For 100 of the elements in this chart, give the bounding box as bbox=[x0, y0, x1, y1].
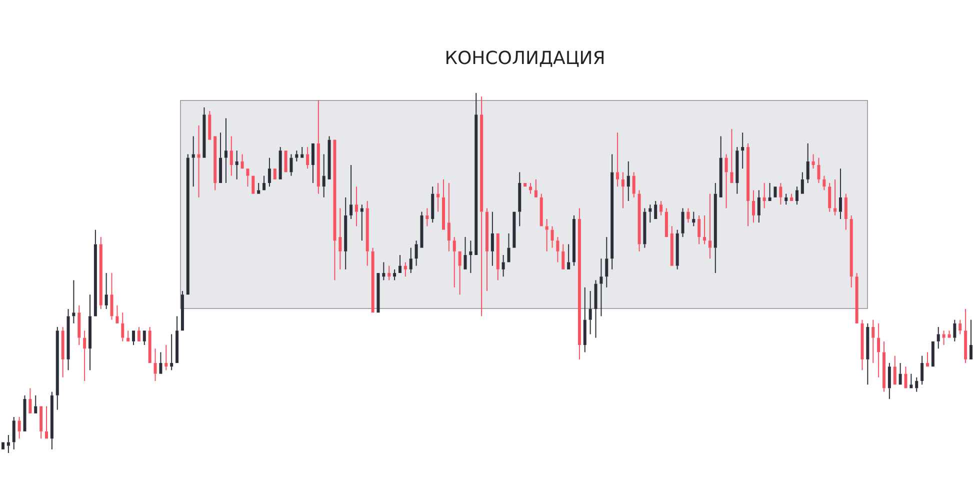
candlestick bbox=[192, 136, 195, 188]
candlestick bbox=[638, 190, 641, 252]
candlestick bbox=[616, 132, 620, 188]
candlestick bbox=[414, 240, 418, 266]
candlestick bbox=[344, 196, 348, 270]
candlestick bbox=[822, 175, 826, 191]
candlestick bbox=[409, 247, 412, 274]
candlestick bbox=[578, 208, 581, 360]
candlestick bbox=[502, 254, 505, 278]
candlestick bbox=[958, 319, 962, 335]
candlestick bbox=[915, 376, 918, 392]
candlestick bbox=[170, 334, 174, 371]
candlestick bbox=[18, 416, 21, 440]
candlestick bbox=[164, 344, 168, 371]
candlestick bbox=[316, 100, 320, 194]
candlestick bbox=[295, 150, 298, 162]
candlestick bbox=[621, 172, 624, 209]
candlestick bbox=[698, 214, 701, 245]
candlestick bbox=[686, 208, 690, 224]
candlestick bbox=[888, 362, 891, 400]
candlestick bbox=[490, 211, 494, 266]
candlestick bbox=[545, 218, 548, 252]
candlestick bbox=[872, 319, 875, 364]
candlestick bbox=[338, 208, 342, 270]
candlestick bbox=[556, 236, 560, 263]
candlestick bbox=[844, 193, 848, 230]
candlestick bbox=[648, 204, 652, 224]
candlestick bbox=[404, 262, 407, 278]
candlestick bbox=[714, 182, 717, 274]
candlestick bbox=[953, 319, 956, 342]
candlestick bbox=[322, 154, 326, 198]
candlestick bbox=[882, 340, 886, 392]
candlestick bbox=[757, 190, 760, 224]
candlestick bbox=[110, 272, 114, 320]
candlestick bbox=[388, 265, 391, 281]
candlestick bbox=[610, 154, 614, 270]
candlestick bbox=[920, 355, 924, 386]
candlestick bbox=[588, 290, 592, 335]
text: КОНСОЛИДАЦИЯ bbox=[444, 48, 606, 69]
candlestick bbox=[784, 193, 788, 206]
candlestick bbox=[6, 434, 10, 454]
candlestick bbox=[290, 154, 293, 176]
candlestick bbox=[779, 182, 782, 206]
candlestick bbox=[942, 330, 946, 346]
candlestick bbox=[197, 124, 200, 198]
candlestick bbox=[382, 262, 386, 281]
candlestick bbox=[360, 204, 364, 242]
candlestick bbox=[350, 164, 353, 220]
candlestick bbox=[806, 142, 810, 184]
candlestick bbox=[752, 190, 755, 224]
candlestick bbox=[681, 208, 684, 238]
candlestick bbox=[817, 157, 820, 184]
candlestick bbox=[104, 272, 108, 310]
candlestick bbox=[230, 136, 233, 176]
candlestick bbox=[708, 193, 712, 260]
candlestick bbox=[850, 214, 853, 288]
candlestick bbox=[676, 229, 679, 270]
candlestick bbox=[486, 208, 488, 292]
candlestick bbox=[572, 214, 576, 266]
candlestick bbox=[50, 391, 54, 450]
candlestick bbox=[83, 330, 86, 382]
candlestick bbox=[529, 182, 532, 194]
candlestick bbox=[354, 186, 358, 227]
candlestick bbox=[480, 96, 484, 317]
candlestick bbox=[121, 312, 124, 342]
candlestick bbox=[964, 308, 968, 364]
candlestick bbox=[660, 200, 663, 216]
candlestick bbox=[834, 178, 837, 216]
candlestick bbox=[583, 286, 586, 353]
candlestick bbox=[795, 186, 798, 206]
candlestick bbox=[812, 154, 815, 170]
candlestick bbox=[828, 182, 832, 212]
candlestick bbox=[61, 326, 64, 378]
candlestick bbox=[426, 208, 429, 227]
candlestick bbox=[594, 280, 598, 338]
candlestick bbox=[72, 280, 76, 324]
candlestick bbox=[56, 326, 59, 410]
candlestick bbox=[431, 186, 434, 224]
candlestick bbox=[306, 146, 310, 170]
candlestick bbox=[762, 182, 766, 209]
candlestick bbox=[736, 146, 739, 194]
candlestick bbox=[866, 322, 870, 386]
candlestick bbox=[746, 142, 750, 227]
candlestick bbox=[600, 258, 603, 317]
candlestick bbox=[518, 172, 522, 227]
candlestick bbox=[860, 319, 864, 371]
candlestick bbox=[78, 304, 81, 346]
candlestick bbox=[703, 214, 706, 245]
candlestick bbox=[741, 132, 744, 170]
candlestick bbox=[447, 182, 450, 252]
candlestick bbox=[12, 416, 16, 450]
candlestick bbox=[452, 236, 456, 288]
candlestick bbox=[393, 268, 396, 281]
candlestick bbox=[224, 118, 228, 184]
candlestick bbox=[268, 157, 271, 188]
candlestick bbox=[66, 308, 70, 371]
candlestick bbox=[632, 172, 636, 198]
candlestick bbox=[692, 211, 696, 227]
candlestick bbox=[838, 168, 842, 220]
candlestick bbox=[366, 200, 369, 266]
